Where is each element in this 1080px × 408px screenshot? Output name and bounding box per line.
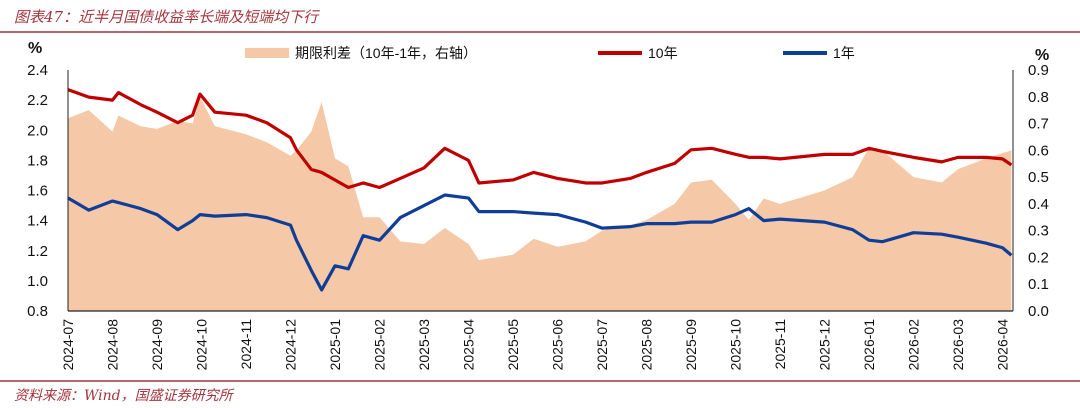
x-tick-label: 2025-03 xyxy=(416,319,432,371)
x-tick-label: 2025-05 xyxy=(505,319,521,371)
left-tick-label: 2.2 xyxy=(27,92,48,109)
x-tick-label: 2025-02 xyxy=(372,319,388,371)
x-tick-label: 2024-07 xyxy=(60,319,76,371)
chart-title: 图表47：近半月国债收益率长端及短端均下行 xyxy=(14,8,319,26)
left-tick-label: 1.4 xyxy=(27,213,48,230)
left-tick-label: 1.0 xyxy=(27,273,48,290)
left-tick-label: 1.2 xyxy=(27,243,48,260)
source-divider xyxy=(0,380,1080,382)
x-tick-label: 2026-04 xyxy=(995,319,1011,371)
legend-label: 1年 xyxy=(833,45,855,61)
x-tick-label: 2024-11 xyxy=(238,319,254,370)
left-tick-label: 1.8 xyxy=(27,152,48,169)
x-tick-label: 2025-09 xyxy=(683,319,699,371)
x-tick-label: 2024-12 xyxy=(283,319,299,371)
right-tick-label: 0.4 xyxy=(1028,196,1049,213)
x-tick-label: 2024-08 xyxy=(105,319,121,371)
source-note: 资料来源：Wind，国盛证券研究所 xyxy=(14,388,233,404)
x-tick-label: 2025-10 xyxy=(728,319,744,371)
legend-label: 10年 xyxy=(648,45,678,61)
right-axis-unit: % xyxy=(1035,47,1049,64)
x-tick-label: 2026-01 xyxy=(861,319,877,371)
legend-label: 期限利差（10年-1年，右轴） xyxy=(295,45,477,61)
right-tick-label: 0.3 xyxy=(1028,223,1049,240)
x-tick-label: 2024-10 xyxy=(194,319,210,371)
x-tick-label: 2025-06 xyxy=(550,319,566,371)
left-tick-label: 2.4 xyxy=(27,62,48,79)
right-tick-label: 0.1 xyxy=(1028,276,1049,293)
right-tick-label: 0.2 xyxy=(1028,249,1049,266)
x-tick-label: 2026-03 xyxy=(950,319,966,371)
right-tick-label: 0.0 xyxy=(1028,303,1049,320)
x-tick-label: 2025-07 xyxy=(594,319,610,371)
right-tick-label: 0.5 xyxy=(1028,169,1049,186)
right-tick-label: 0.9 xyxy=(1028,62,1049,79)
x-tick-label: 2025-04 xyxy=(461,319,477,371)
chart: 0.8 1.0 1.2 1.4 1.6 1.8 2.0 2.2 2.4 0.0 0.1 0.2 0.3 0… xyxy=(27,40,1049,371)
spread-area xyxy=(68,96,1012,312)
right-tick-label: 0.7 xyxy=(1028,116,1049,133)
yield-1y-line xyxy=(67,193,1013,292)
yield-10y-line xyxy=(67,88,1013,190)
right-tick-label: 0.8 xyxy=(1028,89,1049,106)
right-tick-label: 0.6 xyxy=(1028,142,1049,159)
title-divider xyxy=(0,31,1080,33)
x-tick-label: 2024-09 xyxy=(149,319,165,371)
legend-swatch-spread xyxy=(245,48,289,58)
x-tick-label: 2025-08 xyxy=(639,319,655,371)
x-tick-label: 2025-01 xyxy=(327,319,343,371)
x-tick-label: 2025-12 xyxy=(817,319,833,371)
x-tick-label: 2026-02 xyxy=(906,319,922,371)
x-tick-label: 2025-11 xyxy=(772,319,788,370)
left-tick-label: 0.8 xyxy=(27,303,48,320)
left-tick-label: 1.6 xyxy=(27,183,48,200)
left-axis-unit: % xyxy=(28,40,42,57)
left-tick-label: 2.0 xyxy=(27,122,48,139)
